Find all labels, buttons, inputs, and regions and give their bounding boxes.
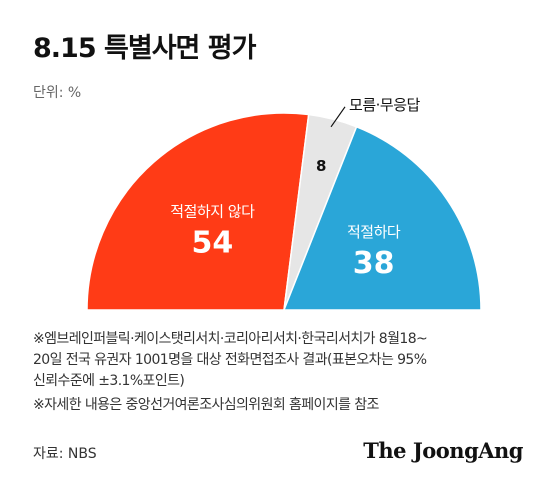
slice-name-label: 모름·무응답 <box>349 96 420 114</box>
unit-label: 단위: % <box>33 85 82 101</box>
slice-value-label: 38 <box>353 246 395 281</box>
slice-value-label: 8 <box>316 157 326 175</box>
slice-name-label: 적절하지 않다 <box>170 203 255 221</box>
survey-note: ※엠브레인퍼블릭·케이스탯리서치·코리아리서치·한국리서치가 8월18~ 20일… <box>33 331 428 389</box>
leader-line <box>330 106 346 128</box>
slice-value-label: 54 <box>191 226 233 261</box>
reference-note: ※자세한 내용은 중앙선거여론조사심의위원회 홈페이지를 참조 <box>33 397 379 413</box>
source-label: 자료: NBS <box>33 446 97 462</box>
slice-적절하지-않다 <box>86 112 310 311</box>
slice-적절하다 <box>282 125 482 311</box>
slice-name-label: 적절하다 <box>347 223 401 241</box>
brand-logo: The JoongAng <box>363 438 523 463</box>
chart-title: 8.15 특별사면 평가 <box>33 33 256 64</box>
